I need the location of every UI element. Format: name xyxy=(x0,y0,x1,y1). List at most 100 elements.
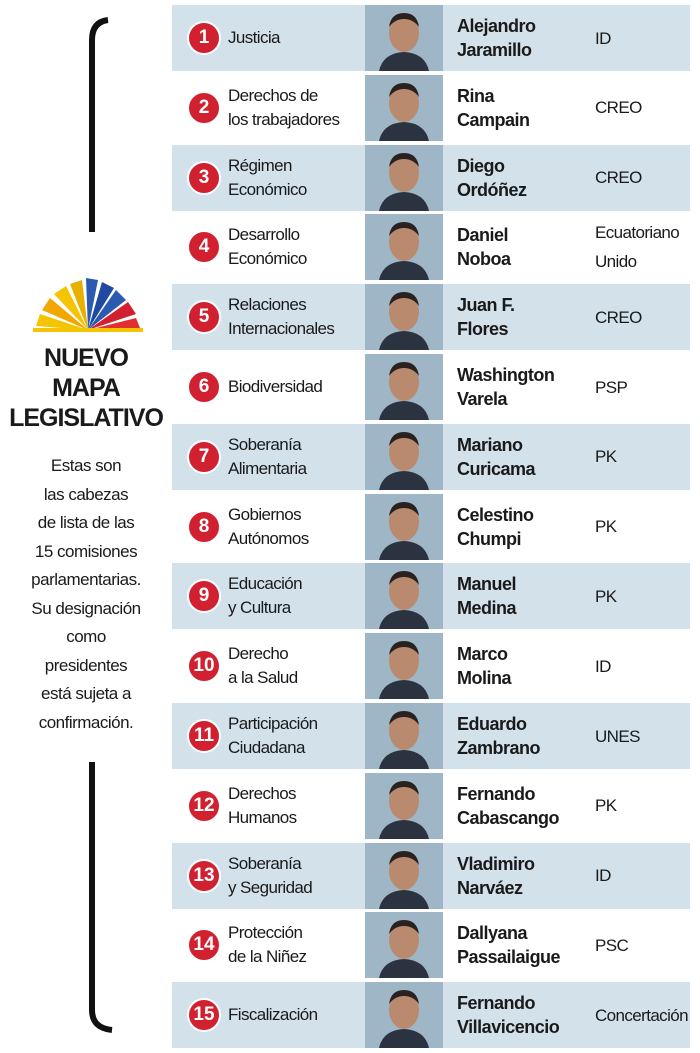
number-badge: 7 xyxy=(187,439,221,474)
person-name: Alejandro Jaramillo xyxy=(457,5,536,71)
photo xyxy=(365,563,443,630)
party-line: PK xyxy=(595,796,617,816)
bracket-top xyxy=(89,17,109,232)
table-row: 3 Régimen Económico Diego Ordóñez CREO xyxy=(172,144,690,211)
name-line: Noboa xyxy=(457,249,511,270)
person-name: Celestino Chumpi xyxy=(457,494,534,560)
description-line: como xyxy=(66,627,106,646)
name-line: Alejandro xyxy=(457,16,536,36)
name-line: Passailaigue xyxy=(457,947,561,968)
number-badge: 5 xyxy=(187,300,221,335)
commission-line: Educación xyxy=(228,574,303,594)
title: NUEVO MAPA LEGISLATIVO xyxy=(0,343,172,433)
commission: Protección de la Niñez xyxy=(228,912,307,978)
commission: Biodiversidad xyxy=(228,354,323,420)
commission-line: Derechos de xyxy=(228,85,318,105)
party: PSP xyxy=(595,354,628,420)
description-line: de lista de las xyxy=(37,513,135,532)
description-line: parlamentarias. xyxy=(31,570,141,589)
commission-line: Soberanía xyxy=(228,853,302,873)
photo xyxy=(365,493,443,560)
party-line: PK xyxy=(595,517,617,537)
party-line: ID xyxy=(595,656,611,676)
party: Concertación xyxy=(595,982,689,1048)
description: Estas son las cabezas de lista de las 15 co… xyxy=(0,452,172,737)
title-line: LEGISLATIVO xyxy=(9,404,164,432)
description-line: Estas son xyxy=(50,456,122,475)
photo xyxy=(365,354,443,420)
commission-line: Protección xyxy=(228,923,303,943)
person-name: Vladimiro Narváez xyxy=(457,843,535,909)
logo xyxy=(33,278,143,332)
name-line: Dallyana xyxy=(457,923,528,944)
party-line: Concertación xyxy=(595,1005,689,1025)
table-row: 6 Biodiversidad Washington Varela PSP xyxy=(172,354,690,420)
name-line: Ordóñez xyxy=(457,179,527,200)
commission-line: Derecho xyxy=(228,644,289,664)
commission-line: Gobiernos xyxy=(228,504,302,524)
person-name: Dallyana Passailaigue xyxy=(457,912,561,978)
photo xyxy=(365,772,443,839)
party-line: CREO xyxy=(595,98,642,118)
name-line: Fernando xyxy=(457,783,536,804)
table-row: 13 Soberanía y Seguridad Vladimiro Narváez ID xyxy=(172,842,690,909)
name-line: Molina xyxy=(457,668,512,689)
table-row: 9 Educación y Cultura Manuel Medina PK xyxy=(172,563,690,630)
number-badge: 4 xyxy=(187,230,221,265)
person-name: Fernando Cabascango xyxy=(457,773,560,839)
table-row: 14 Protección de la Niñez Dallyana Passailai… xyxy=(172,912,690,979)
description-line: confirmación. xyxy=(38,712,134,732)
party-line: PSC xyxy=(595,935,629,955)
party: PSC xyxy=(595,912,629,978)
name-line: Vladimiro xyxy=(457,853,535,874)
commission: Gobiernos Autónomos xyxy=(228,494,309,560)
name-line: Marco xyxy=(457,644,508,665)
name-line: Rina xyxy=(457,85,495,106)
commission: Justicia xyxy=(228,5,280,71)
party-line: PSP xyxy=(595,377,628,397)
commission: Desarrollo Económico xyxy=(228,214,307,280)
number-badge: 13 xyxy=(187,858,221,893)
description-line: 15 comisiones xyxy=(34,541,138,561)
party: PK xyxy=(595,563,617,629)
commission: Soberanía y Seguridad xyxy=(228,843,313,909)
name-line: Cabascango xyxy=(457,807,560,828)
name-line: Chumpi xyxy=(457,528,521,549)
commission: Relaciones Internacionales xyxy=(228,284,335,350)
party-line: UNES xyxy=(595,726,640,746)
party: Ecuatoriano Unido xyxy=(595,214,680,280)
commission: Soberanía Alimentaria xyxy=(228,424,307,490)
commission-line: Participación xyxy=(228,714,318,733)
number-badge: 11 xyxy=(187,719,221,753)
party: CREO xyxy=(595,75,642,141)
person-name: Marco Molina xyxy=(457,633,512,699)
number-badge: 1 xyxy=(187,21,221,55)
party: ID xyxy=(595,5,611,71)
name-line: Curicama xyxy=(457,458,536,479)
commission-line: Soberanía xyxy=(228,434,302,454)
photo xyxy=(365,842,443,909)
commission: Derecho a la Salud xyxy=(228,633,298,699)
name-line: Narváez xyxy=(457,877,523,898)
number-badge: 9 xyxy=(187,579,221,614)
commission-line: Justicia xyxy=(228,28,280,47)
name-line: Villavicencio xyxy=(457,1017,560,1038)
commission-line: Fiscalización xyxy=(228,1005,318,1025)
commission-line: los trabajadores xyxy=(228,109,340,129)
side-decor xyxy=(33,17,143,1033)
table-row: 7 Soberanía Alimentaria Mariano Curicama PK xyxy=(172,423,690,490)
description-line: está sujeta a xyxy=(41,684,131,703)
party: UNES xyxy=(595,703,640,769)
number-badge: 2 xyxy=(187,90,221,125)
commission-line: de la Niñez xyxy=(228,947,307,967)
name-line: Eduardo xyxy=(457,714,527,734)
commission-line: Ciudadana xyxy=(228,738,305,757)
photo xyxy=(365,982,443,1049)
name-line: Jaramillo xyxy=(457,40,532,60)
name-line: Washington xyxy=(457,365,555,385)
table-row: 5 Relaciones Internacionales Juan F. Flores C… xyxy=(172,284,690,351)
commission: Educación y Cultura xyxy=(228,563,303,629)
commission-line: Relaciones xyxy=(228,295,307,315)
party-line: CREO xyxy=(595,307,642,327)
person-name: Eduardo Zambrano xyxy=(457,703,541,769)
